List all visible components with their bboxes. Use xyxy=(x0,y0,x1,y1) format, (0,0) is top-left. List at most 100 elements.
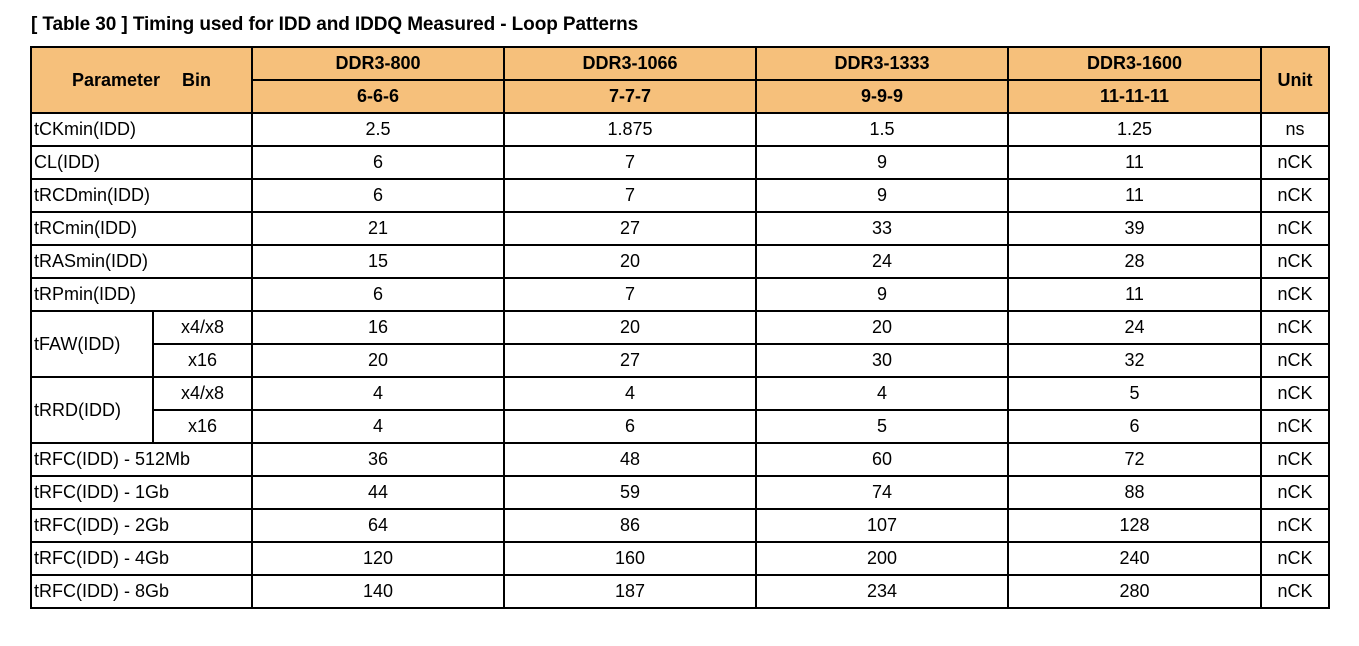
value-cell: 4 xyxy=(251,376,505,411)
value-cell: 20 xyxy=(251,343,505,378)
value-cell: 74 xyxy=(755,475,1009,510)
unit-cell: nCK xyxy=(1260,409,1330,444)
table-header: Parameter Bin DDR3-800 DDR3-1066 DDR3-133… xyxy=(30,46,1330,114)
table-row: tCKmin(IDD) 2.5 1.875 1.5 1.25 ns xyxy=(30,112,1330,147)
value-cell: 7 xyxy=(503,277,757,312)
speed-bin-header: DDR3-800 xyxy=(251,46,505,81)
table-row: tRFC(IDD) - 2Gb 64 86 107 128 nCK xyxy=(30,508,1330,543)
table-row: tRRD(IDD) x4/x8 4 4 4 5 nCK xyxy=(30,376,1330,444)
value-cell: 36 xyxy=(251,442,505,477)
timing-header: 9-9-9 xyxy=(755,79,1009,114)
parameter-cell: tRFC(IDD) - 1Gb xyxy=(30,475,253,510)
value-cell: 1.25 xyxy=(1007,112,1262,147)
value-cell: 72 xyxy=(1007,442,1262,477)
value-cell: 6 xyxy=(251,178,505,213)
table-row: tFAW(IDD) x4/x8 16 20 20 24 nCK xyxy=(30,310,1330,378)
table-caption: [ Table 30 ] Timing used for IDD and IDD… xyxy=(31,14,639,35)
value-cell: 6 xyxy=(1007,409,1262,444)
value-cell: 200 xyxy=(755,541,1009,576)
organization-cell: x4/x8 xyxy=(152,376,253,411)
parameter-header-label: Parameter xyxy=(71,69,161,90)
timing-header: 6-6-6 xyxy=(251,79,505,114)
value-cell: 20 xyxy=(755,310,1009,345)
parameter-cell: tRCmin(IDD) xyxy=(30,211,253,246)
speed-bin-header: DDR3-1600 xyxy=(1007,46,1262,81)
unit-cell: nCK xyxy=(1260,508,1330,543)
parameter-cell: tRFC(IDD) - 8Gb xyxy=(30,574,253,609)
unit-cell: ns xyxy=(1260,112,1330,147)
table-body: tCKmin(IDD) 2.5 1.875 1.5 1.25 ns CL(IDD… xyxy=(30,112,1330,609)
value-cell: 160 xyxy=(503,541,757,576)
value-cell: 60 xyxy=(755,442,1009,477)
parameter-cell: tRCDmin(IDD) xyxy=(30,178,253,213)
value-cell: 140 xyxy=(251,574,505,609)
speed-bin-header: DDR3-1333 xyxy=(755,46,1009,81)
unit-cell: nCK xyxy=(1260,376,1330,411)
bin-header-label: Bin xyxy=(182,69,212,90)
value-cell: 107 xyxy=(755,508,1009,543)
value-cell: 59 xyxy=(503,475,757,510)
table-row: CL(IDD) 6 7 9 11 nCK xyxy=(30,145,1330,180)
value-cell: 11 xyxy=(1007,178,1262,213)
unit-cell: nCK xyxy=(1260,244,1330,279)
value-cell: 9 xyxy=(755,145,1009,180)
unit-cell: nCK xyxy=(1260,475,1330,510)
value-cell: 86 xyxy=(503,508,757,543)
timing-header: 11-11-11 xyxy=(1007,79,1262,114)
value-cell: 1.875 xyxy=(503,112,757,147)
value-cell: 16 xyxy=(251,310,505,345)
table-row: tRPmin(IDD) 6 7 9 11 nCK xyxy=(30,277,1330,312)
organization-cell: x4/x8 xyxy=(152,310,253,345)
value-cell: 7 xyxy=(503,145,757,180)
value-cell: 6 xyxy=(503,409,757,444)
value-cell: 280 xyxy=(1007,574,1262,609)
parameter-cell: tCKmin(IDD) xyxy=(30,112,253,147)
value-cell: 24 xyxy=(755,244,1009,279)
value-cell: 2.5 xyxy=(251,112,505,147)
parameter-bin-header: Parameter Bin xyxy=(30,46,253,114)
unit-cell: nCK xyxy=(1260,541,1330,576)
value-cell: 32 xyxy=(1007,343,1262,378)
value-cell: 11 xyxy=(1007,277,1262,312)
value-cell: 44 xyxy=(251,475,505,510)
value-cell: 15 xyxy=(251,244,505,279)
value-cell: 234 xyxy=(755,574,1009,609)
value-cell: 11 xyxy=(1007,145,1262,180)
timing-table: Parameter Bin DDR3-800 DDR3-1066 DDR3-133… xyxy=(30,46,1330,609)
parameter-cell: tFAW(IDD) xyxy=(30,310,154,378)
unit-cell: nCK xyxy=(1260,442,1330,477)
value-cell: 4 xyxy=(503,376,757,411)
table-row: tRFC(IDD) - 8Gb 140 187 234 280 nCK xyxy=(30,574,1330,609)
organization-cell: x16 xyxy=(152,343,253,378)
parameter-cell: tRRD(IDD) xyxy=(30,376,154,444)
parameter-cell: tRFC(IDD) - 2Gb xyxy=(30,508,253,543)
parameter-cell: tRFC(IDD) - 4Gb xyxy=(30,541,253,576)
value-cell: 27 xyxy=(503,211,757,246)
value-cell: 27 xyxy=(503,343,757,378)
table-row: tRASmin(IDD) 15 20 24 28 nCK xyxy=(30,244,1330,279)
value-cell: 128 xyxy=(1007,508,1262,543)
value-cell: 5 xyxy=(1007,376,1262,411)
unit-cell: nCK xyxy=(1260,145,1330,180)
value-cell: 39 xyxy=(1007,211,1262,246)
parameter-cell: tRASmin(IDD) xyxy=(30,244,253,279)
table-row: x16 20 27 30 32 nCK xyxy=(31,343,1330,378)
unit-cell: nCK xyxy=(1260,343,1330,378)
value-cell: 88 xyxy=(1007,475,1262,510)
value-cell: 4 xyxy=(755,376,1009,411)
timing-header: 7-7-7 xyxy=(503,79,757,114)
parameter-cell: tRFC(IDD) - 512Mb xyxy=(30,442,253,477)
value-cell: 6 xyxy=(251,277,505,312)
value-cell: 21 xyxy=(251,211,505,246)
parameter-cell: tRPmin(IDD) xyxy=(30,277,253,312)
value-cell: 20 xyxy=(503,244,757,279)
value-cell: 120 xyxy=(251,541,505,576)
value-cell: 9 xyxy=(755,178,1009,213)
value-cell: 6 xyxy=(251,145,505,180)
value-cell: 64 xyxy=(251,508,505,543)
unit-cell: nCK xyxy=(1260,211,1330,246)
value-cell: 24 xyxy=(1007,310,1262,345)
value-cell: 5 xyxy=(755,409,1009,444)
table-row: tRFC(IDD) - 512Mb 36 48 60 72 nCK xyxy=(30,442,1330,477)
unit-header: Unit xyxy=(1260,46,1330,114)
